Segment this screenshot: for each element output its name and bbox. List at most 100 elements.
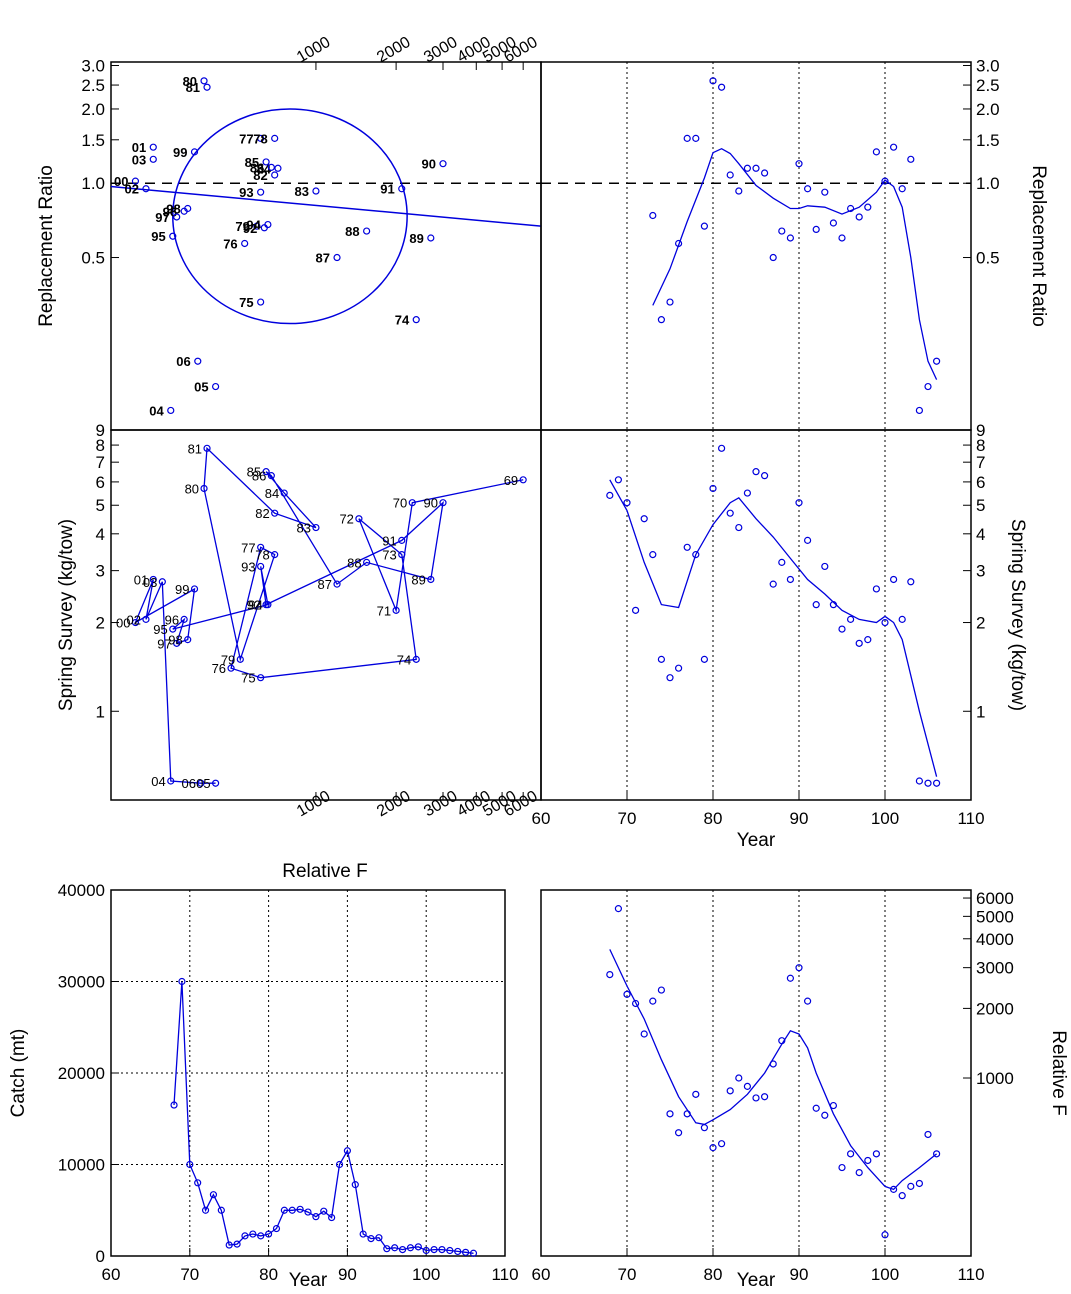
p3-point-01	[149, 575, 157, 584]
p6-point	[692, 1090, 700, 1098]
p6-point	[889, 1185, 898, 1193]
p2-point	[760, 169, 769, 177]
p3-point-84	[280, 489, 288, 497]
p4-ylabel: Spring Survey (kg/tow)	[1007, 519, 1028, 711]
p6-point	[838, 1163, 846, 1172]
p6-frame	[540, 889, 972, 1257]
p4-point	[778, 558, 786, 566]
p3-point-label: 73	[382, 548, 396, 563]
p3-y-tick-label: 7	[96, 453, 105, 472]
p3-point-label: 05	[196, 776, 210, 791]
p1-point-label: 95	[151, 229, 165, 244]
p5-point	[217, 1206, 225, 1214]
p4-point	[743, 489, 752, 497]
p3-point-74	[412, 655, 420, 663]
p1-y-tick-label: 2.5	[81, 76, 105, 95]
p4-point	[795, 499, 803, 507]
p1-point-93	[257, 188, 265, 196]
p3-point-label: 76	[212, 661, 226, 676]
p1-ylabel: Replacement Ratio	[36, 165, 57, 327]
p3-point-label: 77	[241, 540, 255, 555]
p2-point	[889, 143, 898, 151]
p5-point	[469, 1249, 478, 1257]
p2-point	[838, 234, 846, 242]
p3-point-label: 06	[181, 776, 195, 791]
p6-point	[924, 1130, 932, 1139]
p3-point-90	[439, 499, 447, 507]
p6-point	[907, 1182, 915, 1190]
p1-point-81	[203, 83, 211, 91]
p5-point	[351, 1181, 359, 1189]
p5-point	[265, 1230, 273, 1238]
p5-point	[430, 1245, 438, 1254]
p1-point-82	[271, 171, 279, 179]
p3-point-83	[312, 523, 320, 532]
p4-y-tick-label: 3	[976, 562, 985, 581]
p3-point-00	[131, 618, 140, 627]
p5-point	[233, 1240, 241, 1248]
p5-y-tick-label: 10000	[58, 1156, 105, 1175]
p5-point	[462, 1248, 470, 1256]
p4-x-tick-label: 70	[618, 809, 637, 828]
p3-point-70	[408, 499, 416, 507]
p5-point	[359, 1230, 367, 1238]
p3-point-label: 69	[504, 473, 518, 488]
p1-point-label: 74	[395, 313, 410, 328]
p6-point	[872, 1150, 881, 1158]
p3-y-tick-label: 1	[96, 702, 105, 721]
p2-y-tick-label: 1.0	[976, 174, 1000, 193]
p6-point	[606, 970, 614, 979]
p3-x-tick-label: 2000	[374, 788, 413, 821]
p2-point	[915, 406, 924, 415]
p4-point	[881, 618, 889, 627]
p2-point	[666, 298, 674, 306]
panel-year-vs-replacement: 0.5 1.0 1.5 2.0 2.53.0 Replacement Ratio	[540, 57, 1049, 431]
p3-point-label: 83	[296, 521, 310, 536]
p6-point	[855, 1168, 863, 1177]
p1-point-77	[257, 134, 265, 142]
p1-point-label: 77	[239, 131, 253, 146]
p4-point	[717, 444, 726, 452]
p3-point-06	[197, 779, 205, 787]
p2-point	[657, 316, 666, 324]
p1-point-label: 02	[124, 182, 138, 197]
p3-point-label: 86	[252, 469, 266, 484]
p4-point	[631, 606, 640, 614]
p1-point-label: 03	[132, 152, 146, 167]
p5-point	[194, 1179, 202, 1187]
p2-point	[692, 134, 700, 142]
p1-point-label: 82	[253, 168, 267, 183]
p2-point	[803, 185, 812, 193]
p3-point-label: 81	[188, 441, 202, 456]
p1-point-label: 90	[422, 157, 436, 172]
p4-point	[760, 472, 769, 480]
p2-point	[932, 357, 941, 365]
p2-point	[717, 83, 726, 91]
p3-point-72	[355, 515, 363, 523]
p1-point-label: 92	[243, 221, 257, 236]
p1-point-label: 83	[294, 184, 308, 199]
p2-y-tick-label: 3.0	[976, 57, 1000, 76]
p5-point	[201, 1206, 210, 1214]
p5-point	[446, 1246, 454, 1255]
p5-point	[335, 1160, 344, 1169]
p1-point-label: 06	[176, 354, 190, 369]
p6-x-tick-label: 60	[532, 1265, 551, 1284]
p2-point	[898, 185, 906, 193]
p4-point	[640, 515, 648, 523]
p5-point	[454, 1247, 462, 1256]
p6-point	[657, 986, 666, 994]
p4-point	[606, 491, 614, 499]
p3-y-tick-label: 5	[96, 496, 105, 515]
p6-point	[812, 1104, 820, 1112]
p5-xlabel: Year	[289, 1270, 328, 1291]
p6-x-tick-label: 90	[790, 1265, 809, 1284]
p5-point	[280, 1206, 288, 1214]
p5-point	[367, 1235, 375, 1243]
p3-trajectory-line	[134, 446, 524, 784]
p4-x-tick-label: 110	[957, 809, 984, 828]
p2-point	[821, 188, 829, 196]
p1-y-tick-label: 3.0	[81, 57, 105, 76]
p3-point-label: 70	[393, 496, 407, 511]
